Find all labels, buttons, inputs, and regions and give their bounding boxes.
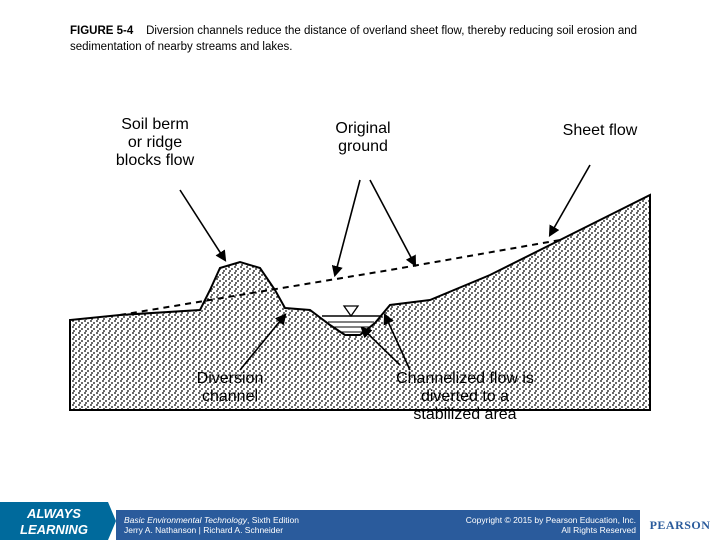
label-diversion-channel: Diversionchannel: [175, 370, 285, 406]
credit-left: Basic Environmental Technology, Sixth Ed…: [124, 515, 299, 536]
always-learning-top: ALWAYS: [26, 506, 81, 521]
book-title: Basic Environmental Technology: [124, 515, 247, 525]
credit-right: Copyright © 2015 by Pearson Education, I…: [466, 515, 636, 536]
figure-caption-text: Diversion channels reduce the distance o…: [70, 25, 637, 53]
edition: , Sixth Edition: [247, 515, 299, 525]
diversion-channel-diagram: Soil bermor ridgeblocks flow Originalgro…: [60, 80, 660, 440]
copyright-2: All Rights Reserved: [561, 525, 636, 535]
always-learning-bottom: LEARNING: [20, 522, 88, 537]
copyright-1: Copyright © 2015 by Pearson Education, I…: [466, 515, 636, 525]
authors: Jerry A. Nathanson | Richard A. Schneide…: [124, 525, 283, 535]
label-channelized-flow: Channelized flow isdiverted to astabiliz…: [350, 370, 580, 424]
figure-caption: FIGURE 5-4 Diversion channels reduce the…: [70, 24, 665, 55]
label-soil-berm: Soil bermor ridgeblocks flow: [90, 116, 220, 170]
label-original-ground: Originalground: [318, 120, 408, 156]
footer: ALWAYS LEARNING Basic Environmental Tech…: [0, 502, 720, 540]
pearson-logo: PEARSON: [640, 510, 720, 540]
page: FIGURE 5-4 Diversion channels reduce the…: [0, 0, 720, 540]
label-sheet-flow: Sheet flow: [540, 122, 660, 140]
figure-number: FIGURE 5-4: [70, 25, 133, 37]
water-surface-triangle: [344, 306, 358, 316]
always-learning-badge: ALWAYS LEARNING: [0, 502, 116, 540]
